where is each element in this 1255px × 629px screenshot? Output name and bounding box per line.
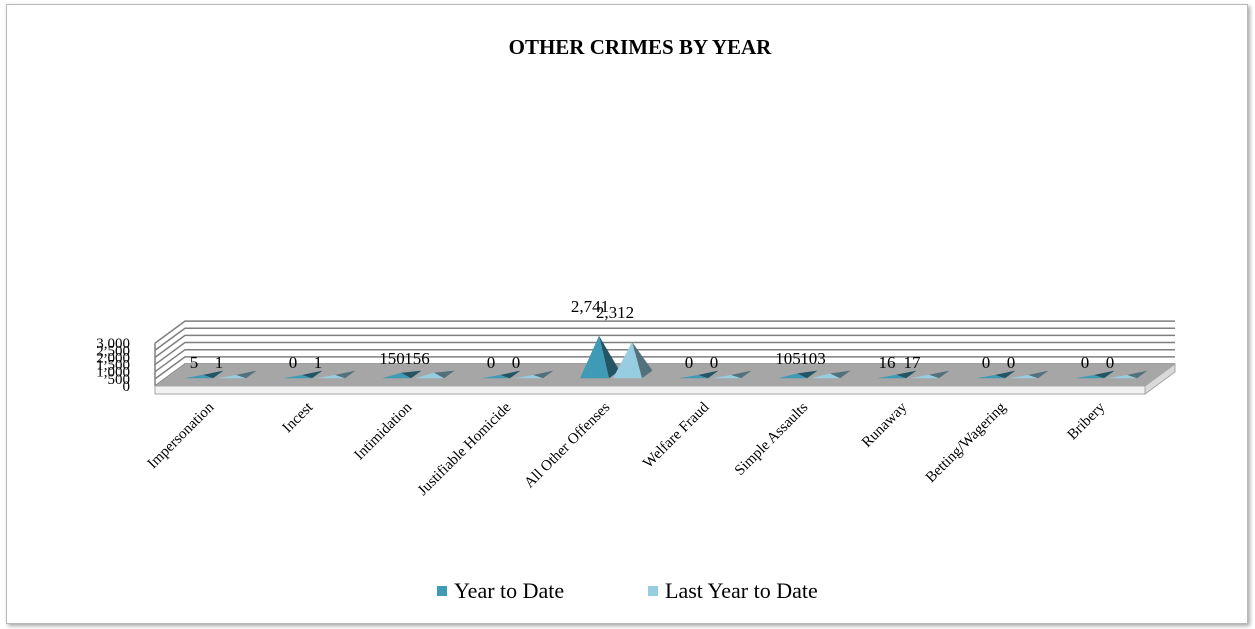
bar-side bbox=[500, 370, 521, 379]
data-label: 2,312 bbox=[596, 303, 634, 322]
bar bbox=[580, 335, 609, 379]
floor-side bbox=[1144, 363, 1176, 395]
data-label: 0 bbox=[710, 353, 719, 372]
bars bbox=[184, 335, 1148, 379]
bar-side bbox=[533, 370, 554, 379]
floor-top bbox=[155, 364, 1175, 386]
gridline bbox=[154, 348, 1175, 373]
y-tick-label: 3,000 bbox=[96, 336, 130, 352]
data-label: 2,741 bbox=[571, 297, 609, 316]
data-label: 16 bbox=[879, 353, 896, 372]
y-tick-label: 1,000 bbox=[96, 365, 130, 381]
data-label: 0 bbox=[289, 353, 298, 372]
data-label: 0 bbox=[1081, 353, 1090, 372]
bar bbox=[316, 374, 345, 379]
data-label: 0 bbox=[685, 353, 694, 372]
bar bbox=[481, 375, 510, 379]
bar bbox=[976, 375, 1005, 379]
bar bbox=[415, 372, 444, 379]
bar bbox=[877, 374, 906, 379]
bar-side bbox=[1094, 370, 1115, 379]
legend-swatch bbox=[437, 586, 447, 596]
bar-side bbox=[797, 370, 818, 379]
x-category-label: Betting/Wagering bbox=[923, 399, 1010, 486]
data-label: 1 bbox=[314, 353, 323, 372]
y-tick-label: 500 bbox=[108, 372, 131, 388]
bar bbox=[613, 341, 642, 379]
bar-side bbox=[599, 335, 620, 379]
bar-side bbox=[335, 370, 356, 379]
x-category-label: Impersonation bbox=[145, 399, 218, 472]
x-category-label: Runaway bbox=[859, 399, 911, 451]
x-category-label: Intimidation bbox=[352, 399, 416, 463]
bar-side bbox=[401, 370, 422, 379]
bar-side bbox=[632, 341, 653, 379]
bar-side bbox=[203, 370, 224, 379]
bar-side bbox=[896, 370, 917, 379]
x-category-label: Incest bbox=[280, 399, 317, 436]
bar bbox=[778, 373, 807, 379]
bar bbox=[910, 374, 939, 379]
legend-label: Last Year to Date bbox=[665, 578, 818, 603]
floor-front bbox=[154, 385, 1146, 395]
x-category-label: Justifiable Homicide bbox=[415, 399, 515, 499]
bar-side bbox=[830, 370, 851, 379]
bar bbox=[382, 372, 411, 379]
data-label: 17 bbox=[904, 353, 922, 372]
chart-floor bbox=[154, 363, 1176, 395]
y-tick-label: 2,000 bbox=[96, 350, 130, 366]
y-tick-label: 2,500 bbox=[96, 343, 130, 359]
data-label: 5 bbox=[190, 353, 199, 372]
legend: Year to Date Last Year to Date bbox=[437, 578, 818, 603]
gridline bbox=[154, 334, 1175, 359]
bar-side bbox=[995, 370, 1016, 379]
x-category-label: Bribery bbox=[1065, 399, 1109, 443]
bar-side bbox=[434, 370, 455, 379]
chart-title: OTHER CRIMES BY YEAR bbox=[509, 35, 773, 59]
bar bbox=[1108, 375, 1137, 379]
gridline bbox=[154, 341, 1175, 366]
data-label: 0 bbox=[1106, 353, 1115, 372]
bar bbox=[712, 375, 741, 379]
x-category-label: Welfare Fraud bbox=[640, 399, 712, 471]
x-category-label: Simple Assaults bbox=[732, 399, 811, 478]
bar-side bbox=[731, 370, 752, 379]
bar-side bbox=[698, 370, 719, 379]
bar-side bbox=[1127, 370, 1148, 379]
legend-label: Year to Date bbox=[454, 578, 564, 603]
bar bbox=[1075, 375, 1104, 379]
data-label: 0 bbox=[512, 353, 521, 372]
bar-side bbox=[929, 370, 950, 379]
bar bbox=[1009, 375, 1038, 379]
x-category-label: All Other Offenses bbox=[521, 399, 613, 491]
bar-side bbox=[1028, 370, 1049, 379]
bar-side bbox=[236, 370, 257, 379]
data-label: 0 bbox=[487, 353, 496, 372]
bar bbox=[679, 375, 708, 379]
y-tick-label: 0 bbox=[123, 379, 131, 395]
gridline bbox=[154, 327, 1175, 351]
gridline bbox=[154, 356, 1175, 380]
data-label: 0 bbox=[982, 353, 991, 372]
data-label: 0 bbox=[1007, 353, 1016, 372]
bar bbox=[283, 375, 312, 379]
legend-swatch bbox=[648, 586, 658, 596]
bar-side bbox=[302, 370, 323, 379]
bar bbox=[811, 373, 840, 379]
data-label: 103 bbox=[800, 349, 826, 368]
data-label: 105 bbox=[775, 349, 801, 368]
chart-frame bbox=[6, 4, 1248, 624]
gridline bbox=[154, 320, 1175, 344]
data-label: 1 bbox=[215, 353, 224, 372]
data-label: 150 bbox=[379, 349, 405, 368]
bar bbox=[184, 374, 213, 379]
y-tick-label: 1,500 bbox=[96, 358, 130, 374]
data-label: 156 bbox=[404, 349, 430, 368]
bar bbox=[217, 374, 246, 379]
bar bbox=[514, 375, 543, 379]
x-axis-labels: Impersonation Incest Intimidation Justifiab… bbox=[145, 399, 1109, 499]
